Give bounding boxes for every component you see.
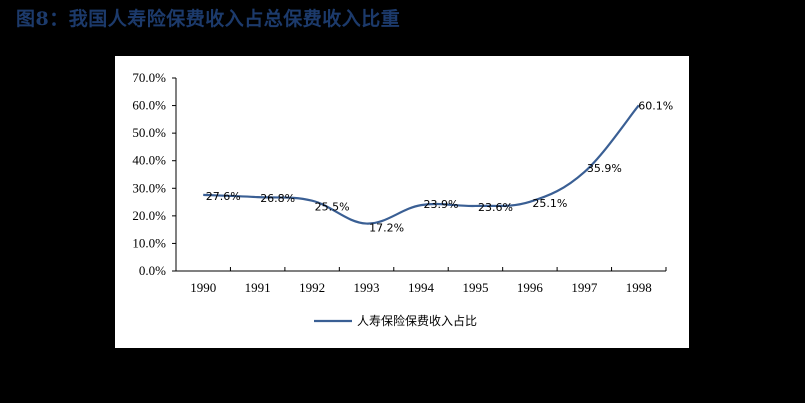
y-tick-label: 60.0%	[132, 98, 166, 113]
x-tick-label: 1996	[517, 280, 544, 295]
x-tick-label: 1995	[462, 280, 488, 295]
figure-title: 图8：我国人寿险保费收入占总保费收入比重	[16, 8, 401, 30]
data-label: 26.8%	[260, 192, 295, 205]
y-axis: 0.0% 10.0% 20.0% 30.0% 40.0% 50.0% 60.0% 70.0%	[132, 70, 177, 278]
y-tick-label: 40.0%	[132, 153, 166, 168]
data-label: 23.6%	[478, 201, 513, 214]
series-line	[203, 104, 640, 225]
data-label: 35.9%	[587, 162, 622, 175]
x-tick-label: 1991	[245, 280, 271, 295]
y-tick-label: 20.0%	[132, 208, 166, 223]
chart-area: 0.0% 10.0% 20.0% 30.0% 40.0% 50.0% 60.0% 70.0% …	[115, 56, 689, 348]
data-label: 60.1%	[638, 99, 673, 112]
data-label: 25.1%	[532, 197, 567, 210]
data-label: 25.5%	[315, 201, 350, 214]
line-chart: 0.0%10.0%20.0%30.0%40.0%50.0%60.0%70.0% …	[132, 70, 674, 328]
legend: 人寿保险保费收入占比	[314, 313, 477, 328]
legend-label: 人寿保险保费收入占比	[357, 313, 477, 328]
data-label: 27.6%	[206, 190, 241, 203]
y-tick-label: 70.0%	[132, 70, 166, 85]
x-tick-label: 1993	[354, 280, 380, 295]
y-tick-label: 10.0%	[132, 235, 166, 250]
data-label: 17.2%	[369, 222, 404, 235]
x-tick-label: 1992	[299, 280, 325, 295]
data-labels: 27.6% 26.8% 25.5% 17.2% 23.9% 23.6% 25.1% 35.9%…	[206, 99, 674, 234]
data-label: 23.9%	[424, 198, 459, 211]
y-tick-label: 50.0%	[132, 125, 166, 140]
x-tick-label: 1997	[571, 280, 598, 295]
y-tick-label: 0.0%	[139, 263, 166, 278]
x-tick-label: 1998	[626, 280, 652, 295]
y-tick-label: 30.0%	[132, 180, 166, 195]
x-tick-label: 1994	[408, 280, 435, 295]
x-tick-label: 1990	[190, 280, 216, 295]
x-axis: 1990 1991 1992 1993 1994 1995 1996 1997 1998	[175, 267, 667, 295]
